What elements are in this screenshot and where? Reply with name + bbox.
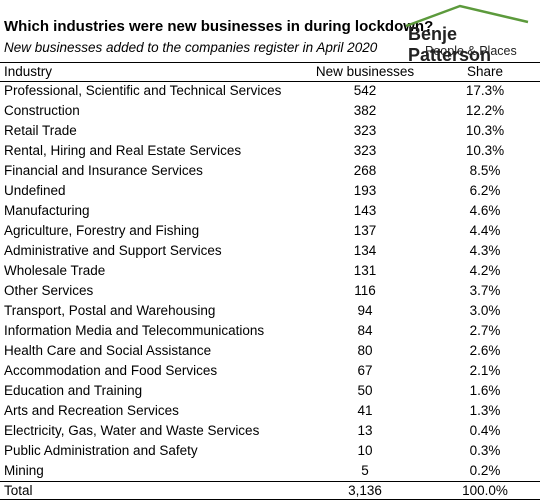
cell: 131: [353, 263, 377, 278]
cell: 0.3%: [469, 443, 501, 458]
data-row: Accommodation and Food Services 67 2.1%: [0, 361, 540, 381]
rule: [0, 481, 540, 482]
roof-line: [405, 4, 529, 28]
cell: 382: [353, 103, 377, 118]
cell: 8.5%: [469, 163, 501, 178]
cell: 10.3%: [465, 123, 505, 138]
rule: [0, 62, 540, 63]
data-row: Professional, Scientific and Technical S…: [0, 81, 540, 101]
cell: Industry: [4, 64, 53, 79]
data-row: Financial and Insurance Services 268 8.5%: [0, 161, 540, 181]
cell: 17.3%: [465, 83, 505, 98]
cell: Total: [4, 483, 33, 498]
cell: Administrative and Support Services: [4, 243, 222, 258]
cell: Information Media and Telecommunications: [4, 323, 265, 338]
cell: 2.6%: [469, 343, 501, 358]
total-row: Total 3,136 100.0%: [0, 481, 540, 501]
cell: 0.2%: [469, 463, 501, 478]
data-row: Rental, Hiring and Real Estate Services 3…: [0, 141, 540, 161]
cell: 13: [357, 423, 373, 438]
cell: 1.3%: [469, 403, 501, 418]
data-row: Other Services 116 3.7%: [0, 281, 540, 301]
data-row: Wholesale Trade 131 4.2%: [0, 261, 540, 281]
logo-name: Benje Patterson: [408, 24, 492, 65]
data-row: Construction 382 12.2%: [0, 101, 540, 121]
cell: 10: [357, 443, 373, 458]
cell: 323: [353, 123, 377, 138]
cell: Retail Trade: [4, 123, 77, 138]
logo-tagline: People & Places: [425, 44, 517, 58]
cell: Professional, Scientific and Technical S…: [4, 83, 282, 98]
cell: Financial and Insurance Services: [4, 163, 203, 178]
data-row: Administrative and Support Services 134 4.…: [0, 241, 540, 261]
cell: 67: [357, 363, 373, 378]
data-row: Mining 5 0.2%: [0, 461, 540, 481]
cell: Construction: [4, 103, 80, 118]
cell: 10.3%: [465, 143, 505, 158]
data-row: Electricity, Gas, Water and Waste Servic…: [0, 421, 540, 441]
cell: Manufacturing: [4, 203, 90, 218]
cell: Arts and Recreation Services: [4, 403, 179, 418]
cell: 100.0%: [462, 483, 508, 498]
cell: 193: [353, 183, 377, 198]
rule: [0, 81, 540, 82]
cell: Public Administration and Safety: [4, 443, 198, 458]
logo-roof: [405, 4, 529, 28]
cell: 2.1%: [469, 363, 501, 378]
data-row: Manufacturing 143 4.6%: [0, 201, 540, 221]
cell: 6.2%: [469, 183, 501, 198]
data-row: Agriculture, Forestry and Fishing 137 4.4%: [0, 221, 540, 241]
cell: 50: [357, 383, 373, 398]
cell: 116: [354, 283, 376, 298]
cell: 323: [353, 143, 377, 158]
cell: 143: [353, 203, 377, 218]
data-row: Public Administration and Safety 10 0.3%: [0, 441, 540, 461]
cell: Undefined: [4, 183, 66, 198]
cell: New businesses: [315, 64, 415, 79]
cell: 12.2%: [465, 103, 505, 118]
cell: Wholesale Trade: [4, 263, 106, 278]
cell: Agriculture, Forestry and Fishing: [4, 223, 200, 238]
cell: Transport, Postal and Warehousing: [4, 303, 216, 318]
data-row: Education and Training 50 1.6%: [0, 381, 540, 401]
data-row: Arts and Recreation Services 41 1.3%: [0, 401, 540, 421]
title: Which industries were new businesses in …: [4, 18, 434, 35]
cell: 4.4%: [469, 223, 501, 238]
cell: 41: [357, 403, 373, 418]
cell: 4.6%: [469, 203, 501, 218]
subtitle: New businesses added to the companies re…: [4, 40, 378, 55]
cell: Share: [466, 64, 504, 79]
cell: Mining: [4, 463, 44, 478]
cell: 3.0%: [469, 303, 501, 318]
cell: 542: [353, 83, 377, 98]
cell: Other Services: [4, 283, 94, 298]
cell: 5: [361, 463, 369, 478]
cell: 268: [353, 163, 377, 178]
cell: 3.7%: [469, 283, 501, 298]
data-row: Retail Trade 323 10.3%: [0, 121, 540, 141]
cell: 3,136: [348, 483, 382, 498]
cell: 80: [357, 343, 373, 358]
cell: 94: [357, 303, 373, 318]
cell: Electricity, Gas, Water and Waste Servic…: [4, 423, 260, 438]
cell: Health Care and Social Assistance: [4, 343, 212, 358]
data-row: Undefined 193 6.2%: [0, 181, 540, 201]
cell: 4.3%: [469, 243, 501, 258]
cell: 137: [353, 223, 377, 238]
cell: Accommodation and Food Services: [4, 363, 218, 378]
data-row: Transport, Postal and Warehousing 94 3.0%: [0, 301, 540, 321]
cell: Rental, Hiring and Real Estate Services: [4, 143, 242, 158]
data-row: Information Media and Telecommunications…: [0, 321, 540, 341]
cell: 0.4%: [469, 423, 501, 438]
cell: 4.2%: [469, 263, 501, 278]
header-row: Industry New businesses Share: [0, 62, 540, 82]
cell: Education and Training: [4, 383, 143, 398]
cell: 134: [353, 243, 377, 258]
cell: 1.6%: [469, 383, 501, 398]
cell: 2.7%: [469, 323, 501, 338]
data-row: Health Care and Social Assistance 80 2.6%: [0, 341, 540, 361]
cell: 84: [357, 323, 373, 338]
